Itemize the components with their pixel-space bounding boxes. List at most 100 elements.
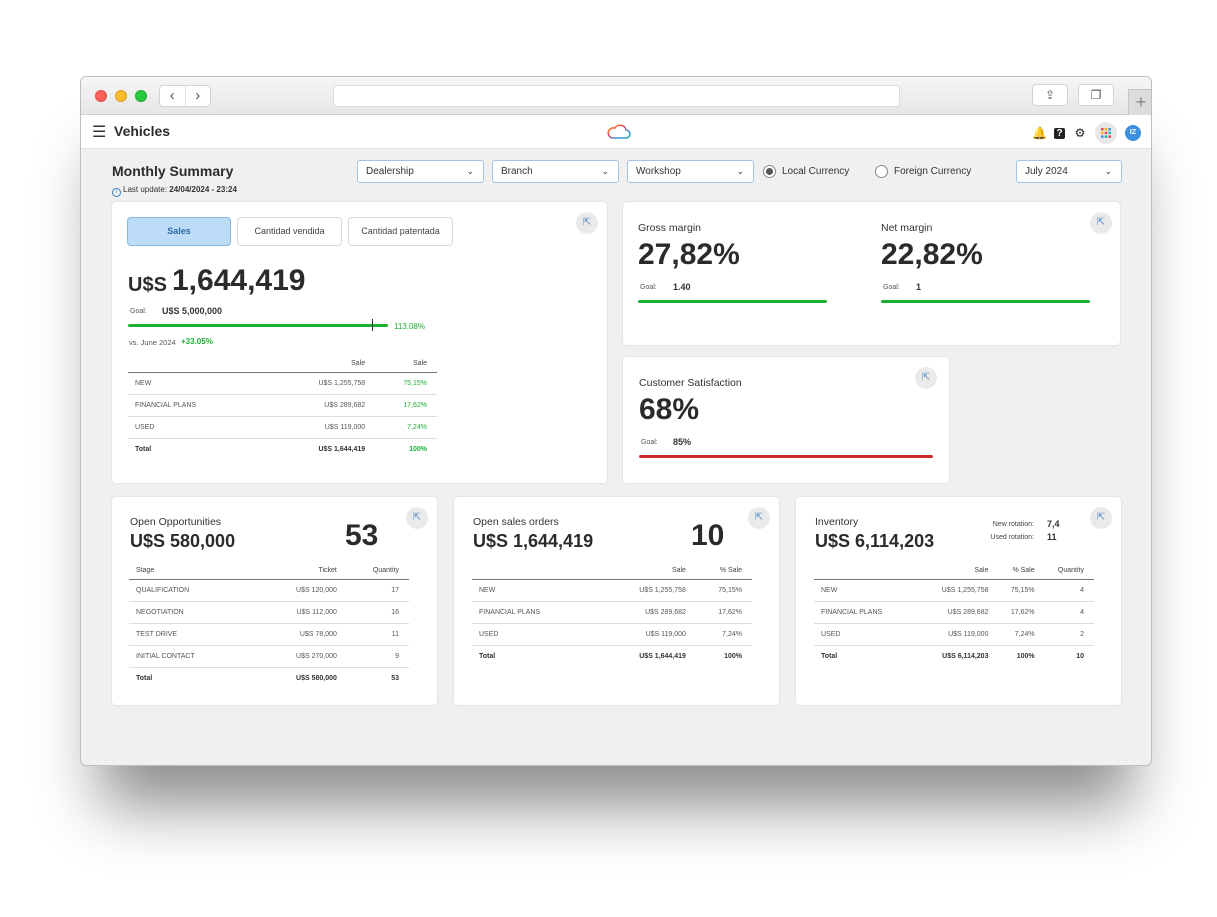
address-bar[interactable] xyxy=(333,85,900,107)
table-cell: 7,24% xyxy=(998,623,1045,646)
opportunities-amount: U$S 580,000 xyxy=(130,531,236,551)
expand-icon[interactable]: ⇱ xyxy=(406,507,428,529)
minimize-window-button[interactable] xyxy=(115,90,127,102)
column-header xyxy=(128,358,272,373)
table-cell: NEW xyxy=(814,579,921,602)
table-total-row: Total U$S 580,000 53 xyxy=(129,667,409,689)
dealership-select[interactable]: Dealership ⌄ xyxy=(357,160,484,183)
last-update-label: Last update: xyxy=(123,185,168,194)
satisfaction-goal-label: Goal: xyxy=(641,439,658,446)
table-cell: 4 xyxy=(1044,601,1094,624)
column-header xyxy=(814,565,921,580)
table-cell: 2 xyxy=(1044,623,1094,646)
table-row: TEST DRIVE U$S 78,000 11 xyxy=(129,623,409,646)
app-header: ☰ Vehicles 🔔 ? ⚙ xyxy=(81,115,1151,149)
share-icon[interactable]: ⇪ xyxy=(1032,84,1068,106)
new-tab-icon[interactable]: + xyxy=(1128,89,1151,115)
tabs-overview-icon[interactable]: ❐ xyxy=(1078,84,1114,106)
vs-label: vs. June 2024 xyxy=(129,338,176,347)
bell-icon[interactable]: 🔔 xyxy=(1032,126,1047,140)
maximize-window-button[interactable] xyxy=(135,90,147,102)
new-rotation-label: New rotation: xyxy=(992,521,1034,528)
orders-card: ⇱ Open sales orders U$S 1,644,419 10 Sal… xyxy=(454,497,779,705)
satisfaction-bar xyxy=(639,455,933,458)
table-cell: 17,62% xyxy=(695,601,752,624)
table-cell: U$S 119,000 xyxy=(601,623,696,646)
table-header-row: Sale% Sale xyxy=(472,565,752,580)
workshop-select[interactable]: Workshop ⌄ xyxy=(627,160,754,183)
table-header-row: Stage Ticket Quantity xyxy=(129,565,409,580)
net-goal-value: 1 xyxy=(916,282,922,292)
chevron-down-icon: ⌄ xyxy=(1104,166,1112,176)
table-cell: 10 xyxy=(1076,652,1084,660)
avatar[interactable]: IZ xyxy=(1125,125,1141,141)
inventory-title: Inventory xyxy=(815,516,859,528)
table-cell: 11 xyxy=(346,623,409,646)
history-nav: ‹ › xyxy=(159,85,211,107)
table-cell: U$S 1,255,758 xyxy=(271,372,376,395)
expand-icon[interactable]: ⇱ xyxy=(1090,212,1112,234)
sales-table: Sale Sale NEW U$S 1,255,758 75,15% FINANCIAL … xyxy=(128,358,437,460)
table-row: NEW U$S 1,255,758 75,15% xyxy=(472,579,752,602)
column-header: Quantity xyxy=(346,565,409,580)
table-cell: U$S 119,000 xyxy=(920,623,999,646)
goal-label: Goal: xyxy=(130,308,147,315)
workshop-select-value: Workshop xyxy=(636,166,681,177)
table-cell: 75,15% xyxy=(998,579,1045,602)
apps-grid-icon[interactable] xyxy=(1095,122,1117,144)
help-icon[interactable]: ? xyxy=(1054,127,1065,139)
branch-select[interactable]: Branch ⌄ xyxy=(492,160,619,183)
table-cell: USED xyxy=(814,623,921,646)
column-header: % Sale xyxy=(998,565,1045,580)
opportunities-table: Stage Ticket Quantity QUALIFICATION U$S 120,… xyxy=(129,565,409,689)
opportunities-count: 53 xyxy=(345,519,379,552)
table-cell: FINANCIAL PLANS xyxy=(128,394,272,417)
table-cell: 17,62% xyxy=(998,601,1045,624)
page-title: Monthly Summary xyxy=(112,163,234,179)
table-cell: 100% xyxy=(1016,652,1035,660)
sales-amount: 1,644,419 xyxy=(172,264,306,297)
tab-cantidad-vendida[interactable]: Cantidad vendida xyxy=(237,217,342,246)
hamburger-menu-icon[interactable]: ☰ xyxy=(92,124,107,141)
table-row: FINANCIAL PLANS U$S 289,682 17,62% xyxy=(472,601,752,624)
browser-window: ‹ › ⇪ ❐ + ☰ Vehicles xyxy=(80,76,1152,766)
inventory-table: Sale% Sale Quantity NEW U$S 1,255,758 75,15%… xyxy=(814,565,1094,667)
net-goal-label: Goal: xyxy=(883,284,900,291)
table-cell: INITIAL CONTACT xyxy=(129,645,260,668)
expand-icon[interactable]: ⇱ xyxy=(748,507,770,529)
local-currency-radio[interactable]: Local Currency xyxy=(763,165,849,178)
period-select[interactable]: July 2024 ⌄ xyxy=(1016,160,1122,183)
satisfaction-goal-value: 85% xyxy=(673,437,692,447)
expand-icon[interactable]: ⇱ xyxy=(1090,507,1112,529)
column-header: Stage xyxy=(129,565,260,580)
net-margin-title: Net margin xyxy=(881,222,933,234)
table-row: INITIAL CONTACT U$S 270,000 9 xyxy=(129,645,409,668)
table-cell: QUALIFICATION xyxy=(129,579,260,602)
table-row: FINANCIAL PLANS U$S 289,682 17,62% 4 xyxy=(814,601,1094,624)
table-cell: Total xyxy=(479,652,496,660)
tab-cantidad-patentada[interactable]: Cantidad patentada xyxy=(348,217,453,246)
gear-icon[interactable]: ⚙ xyxy=(1074,126,1086,140)
used-rotation-label: Used rotation: xyxy=(990,534,1034,541)
expand-icon[interactable]: ⇱ xyxy=(576,212,598,234)
tab-sales[interactable]: Sales xyxy=(127,217,231,246)
close-window-button[interactable] xyxy=(95,90,107,102)
gross-goal-label: Goal: xyxy=(640,284,657,291)
goal-value: U$S 5,000,000 xyxy=(162,306,223,316)
expand-icon[interactable]: ⇱ xyxy=(915,367,937,389)
gross-margin-bar xyxy=(638,300,827,303)
orders-title: Open sales orders xyxy=(473,516,559,528)
satisfaction-title: Customer Satisfaction xyxy=(639,377,742,389)
satisfaction-card: ⇱ Customer Satisfaction 68% Goal: 85% xyxy=(623,357,949,483)
forward-icon[interactable]: › xyxy=(195,87,201,104)
table-cell: U$S 1,644,419 xyxy=(318,445,366,453)
branch-select-value: Branch xyxy=(501,166,533,177)
back-icon[interactable]: ‹ xyxy=(160,86,186,106)
gross-goal-value: 1.40 xyxy=(673,282,691,292)
table-cell: TEST DRIVE xyxy=(129,623,260,646)
foreign-currency-radio[interactable]: Foreign Currency xyxy=(875,165,971,178)
margins-card: ⇱ Gross margin 27,82% Goal: 1.40 Net mar… xyxy=(623,202,1120,345)
table-cell: U$S 289,682 xyxy=(271,394,376,417)
last-update-value: 24/04/2024 - 23:24 xyxy=(169,185,237,194)
chevron-down-icon: ⌄ xyxy=(601,166,609,176)
